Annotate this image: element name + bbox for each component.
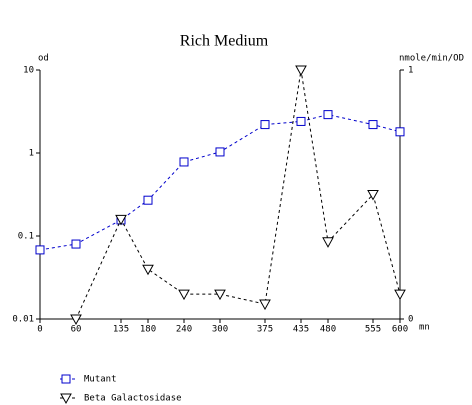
point xyxy=(142,264,154,276)
point xyxy=(260,120,270,130)
legend-marker xyxy=(60,393,72,405)
y-tick-label: 10 xyxy=(23,66,34,76)
point xyxy=(395,127,405,137)
x-tick-label: 180 xyxy=(140,325,156,335)
x-tick-label: 135 xyxy=(113,325,129,335)
x-tick-label: 480 xyxy=(320,325,336,335)
point xyxy=(214,289,226,301)
y-tick-label: 0.01 xyxy=(12,315,34,325)
x-tick-label: 555 xyxy=(365,325,381,335)
y-axis-label: od xyxy=(38,54,49,64)
legend-label: Beta Galactosidase xyxy=(84,394,182,404)
point xyxy=(178,289,190,301)
point xyxy=(70,314,82,326)
x-tick-label: 60 xyxy=(71,325,82,335)
y-tick-label: 1 xyxy=(29,149,34,159)
x-tick-label: 435 xyxy=(293,325,309,335)
point xyxy=(179,157,189,167)
x-tick-label: 240 xyxy=(176,325,192,335)
point xyxy=(367,190,379,201)
point xyxy=(394,289,406,301)
y-tick-label: 0.1 xyxy=(18,232,34,242)
x-tick-label: 375 xyxy=(257,325,273,335)
x-tick-label: 300 xyxy=(212,325,228,335)
y2-tick-label: 0 xyxy=(408,315,413,325)
point xyxy=(368,120,378,130)
point xyxy=(35,245,45,255)
y2-axis-label: nmole/min/OD xyxy=(399,54,464,64)
y2-tick-label: 1 xyxy=(408,66,413,76)
point xyxy=(322,237,334,248)
legend-label: Mutant xyxy=(84,375,117,385)
series-line xyxy=(39,114,401,251)
point xyxy=(295,65,307,77)
point xyxy=(259,299,271,311)
series-line xyxy=(75,69,401,320)
x-tick-label: 600 xyxy=(392,325,408,335)
point xyxy=(215,147,225,157)
point xyxy=(71,239,81,249)
x-tick-label: 0 xyxy=(37,325,42,335)
point xyxy=(143,195,153,205)
legend-marker xyxy=(61,374,71,384)
point xyxy=(296,116,306,126)
x-axis-label: mn xyxy=(419,323,430,333)
chart-title: Rich Medium xyxy=(180,33,269,50)
point xyxy=(115,214,127,226)
point xyxy=(323,110,333,120)
